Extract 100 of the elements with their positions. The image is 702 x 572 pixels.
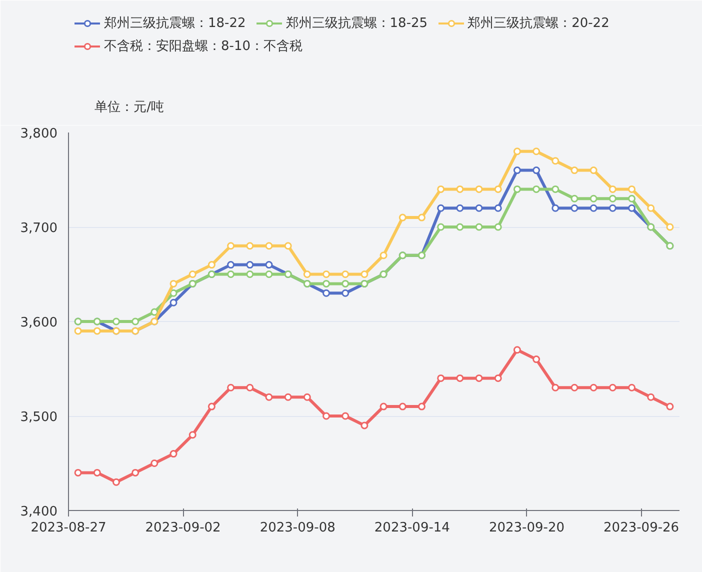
point <box>112 478 120 486</box>
point <box>475 204 483 212</box>
point <box>437 374 445 382</box>
point <box>246 261 254 269</box>
point <box>608 204 616 212</box>
point <box>188 431 196 439</box>
point <box>647 393 655 401</box>
point <box>227 270 235 278</box>
point <box>513 148 521 156</box>
x-tick-label: 2023-09-20 <box>488 520 565 536</box>
point <box>398 214 406 222</box>
point <box>552 185 560 193</box>
point <box>150 460 158 467</box>
point <box>227 242 235 250</box>
point <box>170 280 178 288</box>
point <box>265 261 273 269</box>
point <box>322 289 330 297</box>
point <box>246 242 254 250</box>
point <box>666 223 674 231</box>
point <box>380 402 388 410</box>
point <box>265 393 273 401</box>
point <box>532 166 540 174</box>
point <box>188 270 196 278</box>
legend-label: 郑州三级抗震螺：18-22 <box>104 15 246 32</box>
point <box>647 204 655 212</box>
point <box>475 185 483 193</box>
point <box>208 402 216 410</box>
point <box>456 374 464 382</box>
point <box>570 384 578 392</box>
point <box>590 166 598 174</box>
point <box>437 204 445 212</box>
point <box>170 450 178 458</box>
point <box>628 204 636 212</box>
x-tick-label: 2023-09-14 <box>374 520 450 536</box>
point <box>418 402 426 410</box>
point <box>246 270 254 278</box>
point <box>628 185 636 193</box>
y-axis-title: 单位：元/吨 <box>94 100 164 115</box>
point <box>494 185 502 193</box>
y-tick-label: 3,400 <box>20 504 58 520</box>
point <box>246 384 254 392</box>
point <box>570 194 578 202</box>
point <box>590 194 598 202</box>
point <box>608 185 616 193</box>
point <box>342 412 350 420</box>
point <box>590 204 598 212</box>
point <box>132 468 140 476</box>
point <box>74 327 82 335</box>
x-tick-label: 2023-08-27 <box>30 520 106 536</box>
point <box>628 194 636 202</box>
point <box>342 289 350 297</box>
point <box>284 393 292 401</box>
point <box>532 356 540 364</box>
point <box>265 270 273 278</box>
point <box>494 374 502 382</box>
point <box>265 242 273 250</box>
y-tick-label: 3,600 <box>20 316 58 330</box>
x-tick-label: 2023-09-26 <box>604 520 680 536</box>
point <box>112 318 120 326</box>
point <box>590 384 598 392</box>
point <box>227 384 235 392</box>
point <box>570 166 578 174</box>
point <box>170 298 178 306</box>
point <box>532 185 540 193</box>
point <box>475 223 483 231</box>
point <box>132 318 140 326</box>
point <box>284 242 292 250</box>
point <box>380 252 388 260</box>
x-tick-label: 2023-09-02 <box>145 520 221 536</box>
point <box>570 204 578 212</box>
point <box>74 468 82 476</box>
point <box>303 393 311 401</box>
point <box>342 280 350 288</box>
point <box>398 402 406 410</box>
point <box>628 384 636 392</box>
point <box>608 194 616 202</box>
point <box>437 185 445 193</box>
point <box>322 280 330 288</box>
point <box>608 384 616 392</box>
legend-label: 郑州三级抗震螺：18-25 <box>286 15 428 32</box>
point <box>170 289 178 297</box>
y-tick-label: 3,800 <box>20 126 58 142</box>
legend-label: 郑州三级抗震螺：20-22 <box>468 15 610 32</box>
point <box>513 185 521 193</box>
point <box>456 185 464 193</box>
legend-label: 不含税：安阳盘螺：8-10：不含税 <box>104 38 303 55</box>
y-tick-label: 3,700 <box>20 221 58 236</box>
point <box>552 157 560 165</box>
point <box>456 223 464 231</box>
point <box>208 261 216 269</box>
point <box>418 214 426 222</box>
point <box>494 204 502 212</box>
point <box>666 402 674 410</box>
point <box>303 270 311 278</box>
point <box>513 346 521 354</box>
point <box>552 204 560 212</box>
point <box>437 223 445 231</box>
point <box>532 148 540 156</box>
point <box>456 204 464 212</box>
point <box>322 270 330 278</box>
